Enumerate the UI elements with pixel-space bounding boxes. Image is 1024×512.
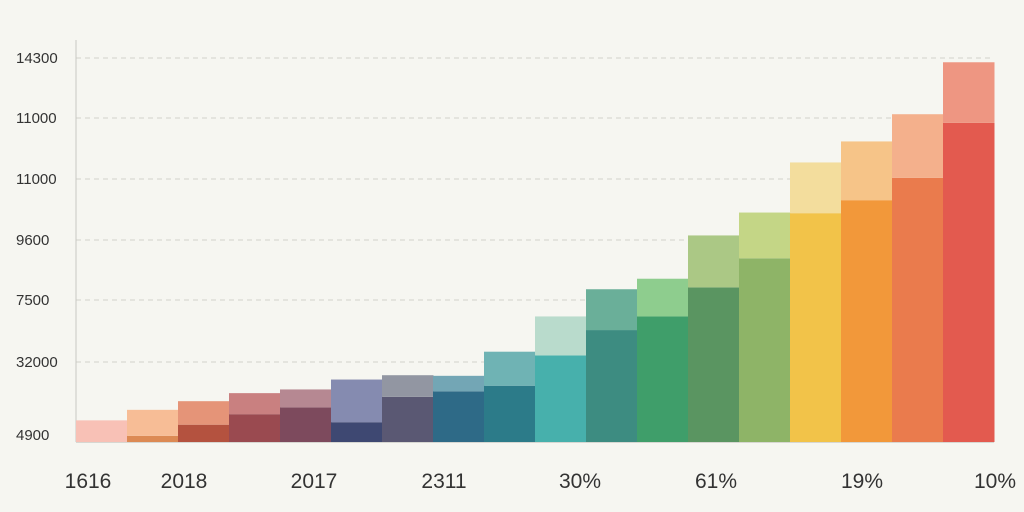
x-tick-label: 2018 (161, 470, 208, 493)
bar-segment-base (331, 422, 383, 442)
bar-segment-top (790, 162, 842, 213)
y-tick-label: 11000 (16, 110, 57, 127)
bar-segment-base (178, 425, 230, 442)
bar-segment-top (229, 393, 281, 414)
bar-segment-base (382, 397, 434, 442)
x-tick-label: 19% (841, 470, 883, 493)
bar-segment-top (739, 213, 791, 259)
y-tick-label: 9600 (16, 232, 49, 249)
y-tick-label: 32000 (16, 354, 58, 371)
bar-segment-top (892, 114, 944, 178)
bar-segment-top (331, 380, 383, 423)
bar-segment-top (433, 376, 485, 391)
x-tick-label: 61% (695, 470, 737, 493)
bar-segment-top (280, 389, 332, 407)
bar-segment-top (943, 62, 995, 123)
bar-segment-base (586, 330, 638, 442)
y-tick-label: 14300 (16, 50, 58, 67)
x-axis: 1616 2018 2017 2311 30% 61% 19% 10% (65, 470, 1016, 493)
bar-segment-base (127, 436, 179, 442)
bar-segment-top (382, 375, 434, 397)
bar-segment-base (433, 391, 485, 442)
bar-segment-base (790, 213, 842, 442)
bar-segment-top (586, 289, 638, 330)
bar-segment-base (535, 355, 587, 442)
x-tick-label: 2017 (291, 470, 338, 493)
bar-segment-top (484, 352, 536, 386)
bar-segment-top (127, 410, 179, 436)
y-tick-label: 11000 (16, 171, 57, 188)
bars (76, 62, 995, 442)
x-tick-label: 2311 (421, 470, 466, 493)
bar-segment-top (76, 420, 128, 442)
bar-segment-top (637, 279, 689, 317)
x-tick-label: 30% (559, 470, 601, 493)
y-tick-label: 4900 (16, 427, 49, 444)
bar-segment-base (229, 414, 281, 442)
x-tick-label: 10% (974, 470, 1016, 493)
bar-segment-base (637, 316, 689, 442)
bar-segment-top (841, 141, 893, 200)
x-tick-label: 1616 (65, 470, 112, 493)
bar-segment-base (943, 123, 995, 442)
y-tick-label: 7500 (16, 292, 49, 309)
bar-segment-base (280, 407, 332, 442)
bar-segment-top (535, 316, 587, 355)
bar-segment-base (841, 200, 893, 442)
bar-segment-base (484, 386, 536, 442)
bar-segment-top (178, 401, 230, 425)
bar-segment-base (739, 258, 791, 442)
y-axis: 4900 32000 7500 9600 11000 11000 14300 (16, 50, 58, 444)
bar-segment-base (892, 178, 944, 442)
bar-segment-top (688, 235, 740, 287)
bar-segment-base (688, 287, 740, 442)
